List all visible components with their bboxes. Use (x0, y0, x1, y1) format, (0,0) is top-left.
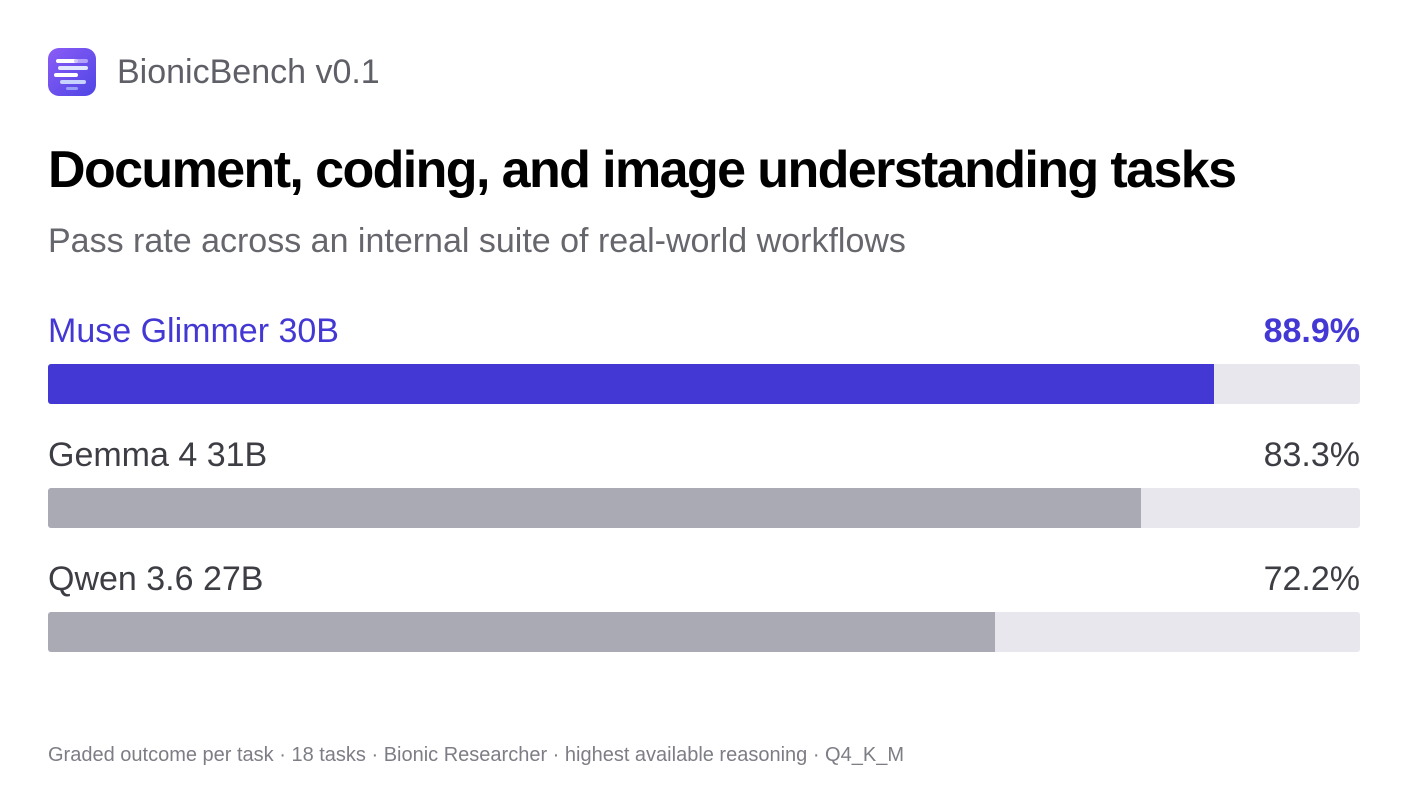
bar-track (48, 364, 1360, 404)
footer-note: Graded outcome per task · 18 tasks · Bio… (48, 744, 904, 766)
bar-track (48, 612, 1360, 652)
bar-row: Qwen 3.6 27B 72.2% (48, 560, 1360, 684)
bar-row-header: Gemma 4 31B 83.3% (48, 436, 1360, 480)
category-label: Qwen 3.6 27B (48, 560, 264, 598)
header: BionicBench v0.1 (48, 48, 380, 96)
bar (48, 488, 1141, 528)
value-label: 83.3% (1263, 436, 1360, 474)
chart-subtitle: Pass rate across an internal suite of re… (48, 222, 906, 260)
bar (48, 364, 1214, 404)
bar-row-header: Muse Glimmer 30B 88.9% (48, 312, 1360, 356)
bar-track (48, 488, 1360, 528)
app-name: BionicBench v0.1 (117, 52, 380, 91)
chart-title: Document, coding, and image understandin… (48, 141, 1237, 199)
value-label: 72.2% (1263, 560, 1360, 598)
bionicbench-logo-icon (48, 48, 96, 96)
category-label: Muse Glimmer 30B (48, 312, 339, 350)
bar-row: Muse Glimmer 30B 88.9% (48, 312, 1360, 436)
bar-chart: Muse Glimmer 30B 88.9% Gemma 4 31B 83.3% Qwe… (48, 312, 1360, 684)
value-label: 88.9% (1263, 312, 1360, 350)
bar (48, 612, 995, 652)
category-label: Gemma 4 31B (48, 436, 268, 474)
bar-row-header: Qwen 3.6 27B 72.2% (48, 560, 1360, 604)
bar-row: Gemma 4 31B 83.3% (48, 436, 1360, 560)
